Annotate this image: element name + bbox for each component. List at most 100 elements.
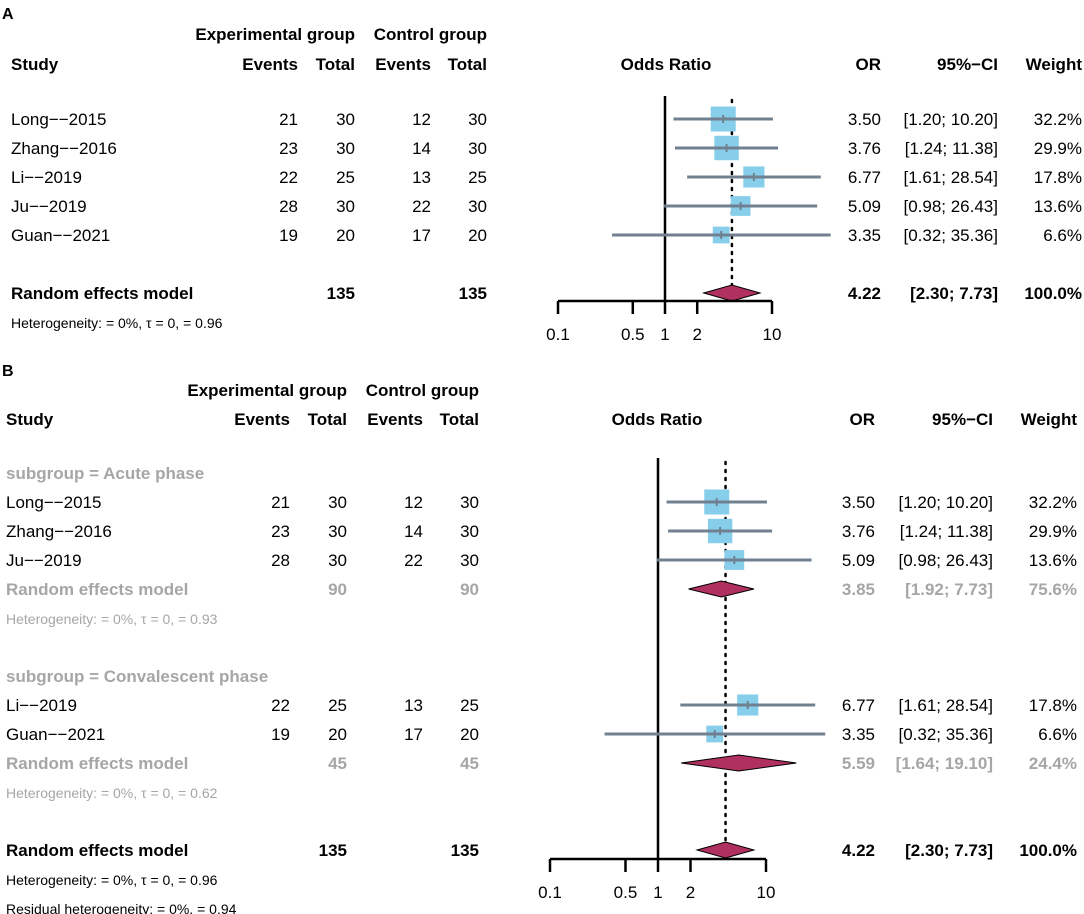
panel-label: B: [2, 363, 14, 380]
ctrl-total: 25: [468, 168, 487, 187]
column-header-weight: Weight: [1026, 55, 1083, 74]
group-header-experimental: Experimental group: [187, 381, 347, 400]
ctrl-events: 12: [404, 493, 423, 512]
study-label: Zhang−−2016: [6, 522, 112, 541]
model-or-value: 4.22: [842, 841, 875, 860]
ctrl-total: 30: [468, 139, 487, 158]
column-header-odds-ratio: Odds Ratio: [621, 55, 712, 74]
ctrl-total: 20: [468, 226, 487, 245]
weight-value: 29.9%: [1029, 522, 1077, 541]
weight-value: 17.8%: [1034, 168, 1082, 187]
model-weight-value: 100.0%: [1019, 841, 1077, 860]
heterogeneity-note: Heterogeneity: I2 = 0%, τ2 = 0, p = 0.96: [6, 872, 218, 888]
model-ctrl-total: 45: [460, 754, 479, 773]
ci-value: [0.98; 26.43]: [903, 197, 998, 216]
exp-total: 20: [328, 725, 347, 744]
overall-diamond: [695, 841, 756, 859]
exp-events: 23: [279, 139, 298, 158]
ctrl-events: 13: [404, 696, 423, 715]
study-label: Li−−2019: [11, 168, 82, 187]
x-axis-tick-label: 10: [757, 883, 776, 902]
model-ci-value: [2.30; 7.73]: [905, 841, 993, 860]
column-header-total: Total: [440, 410, 479, 429]
exp-events: 22: [279, 168, 298, 187]
group-header-control: Control group: [374, 25, 487, 44]
model-ctrl-total: 135: [459, 284, 487, 303]
group-header-experimental: Experimental group: [195, 25, 355, 44]
study-label: Zhang−−2016: [11, 139, 117, 158]
column-header-odds-ratio: Odds Ratio: [612, 410, 703, 429]
x-axis-tick-label: 2: [692, 325, 701, 344]
x-axis-tick-label: 10: [763, 325, 782, 344]
exp-events: 21: [271, 493, 290, 512]
ctrl-events: 13: [412, 168, 431, 187]
weight-value: 13.6%: [1029, 551, 1077, 570]
x-axis-tick-label: 1: [653, 883, 662, 902]
column-header-events: Events: [234, 410, 290, 429]
or-value: 3.76: [848, 139, 881, 158]
weight-value: 6.6%: [1043, 226, 1082, 245]
ctrl-events: 22: [404, 551, 423, 570]
model-exp-total: 135: [327, 284, 355, 303]
ci-value: [0.32; 35.36]: [903, 226, 998, 245]
column-header-ci: 95%−CI: [932, 410, 993, 429]
column-header-weight: Weight: [1021, 410, 1078, 429]
ctrl-events: 22: [412, 197, 431, 216]
x-axis-tick-label: 0.5: [621, 325, 645, 344]
subgroup-diamond: [681, 754, 797, 772]
subgroup-heterogeneity-note: Heterogeneity: I2 = 0%, τ2 = 0, p = 0.93: [6, 611, 218, 627]
model-exp-total: 45: [328, 754, 347, 773]
model-or-value: 3.85: [842, 580, 875, 599]
weight-value: 32.2%: [1029, 493, 1077, 512]
subgroup-diamond: [688, 580, 755, 598]
weight-value: 17.8%: [1029, 696, 1077, 715]
ctrl-events: 17: [404, 725, 423, 744]
group-header-control: Control group: [366, 381, 479, 400]
or-value: 5.09: [842, 551, 875, 570]
or-value: 3.76: [842, 522, 875, 541]
column-header-or: OR: [850, 410, 876, 429]
exp-events: 19: [279, 226, 298, 245]
exp-total: 30: [328, 493, 347, 512]
exp-events: 23: [271, 522, 290, 541]
study-label: Long−−2015: [6, 493, 102, 512]
column-header-or: OR: [856, 55, 882, 74]
column-header-study: Study: [6, 410, 54, 429]
column-header-events: Events: [375, 55, 431, 74]
column-header-ci: 95%−CI: [937, 55, 998, 74]
column-header-study: Study: [11, 55, 59, 74]
model-weight-value: 100.0%: [1024, 284, 1082, 303]
column-header-total: Total: [308, 410, 347, 429]
model-or-value: 5.59: [842, 754, 875, 773]
model-ci-value: [2.30; 7.73]: [910, 284, 998, 303]
ctrl-total: 20: [460, 725, 479, 744]
exp-events: 19: [271, 725, 290, 744]
column-header-total: Total: [448, 55, 487, 74]
column-header-events: Events: [242, 55, 298, 74]
subgroup-header: subgroup = Convalescent phase: [6, 667, 268, 686]
exp-events: 22: [271, 696, 290, 715]
or-value: 3.35: [842, 725, 875, 744]
or-value: 3.50: [848, 110, 881, 129]
ctrl-total: 30: [468, 197, 487, 216]
ctrl-total: 30: [468, 110, 487, 129]
study-label: Guan−−2021: [6, 725, 105, 744]
or-value: 3.50: [842, 493, 875, 512]
ctrl-total: 30: [460, 551, 479, 570]
ctrl-events: 14: [404, 522, 423, 541]
exp-events: 28: [271, 551, 290, 570]
ctrl-total: 30: [460, 522, 479, 541]
ctrl-events: 14: [412, 139, 431, 158]
ci-value: [1.61; 28.54]: [903, 168, 998, 187]
or-value: 6.77: [842, 696, 875, 715]
subgroup-header: subgroup = Acute phase: [6, 464, 204, 483]
ci-value: [0.32; 35.36]: [898, 725, 993, 744]
x-axis-tick-label: 0.1: [538, 883, 562, 902]
heterogeneity-note: Residual heterogeneity: I2 = 0%, p = 0.9…: [6, 901, 237, 914]
column-header-events: Events: [367, 410, 423, 429]
ctrl-total: 25: [460, 696, 479, 715]
ci-value: [1.61; 28.54]: [898, 696, 993, 715]
weight-value: 13.6%: [1034, 197, 1082, 216]
model-or-value: 4.22: [848, 284, 881, 303]
